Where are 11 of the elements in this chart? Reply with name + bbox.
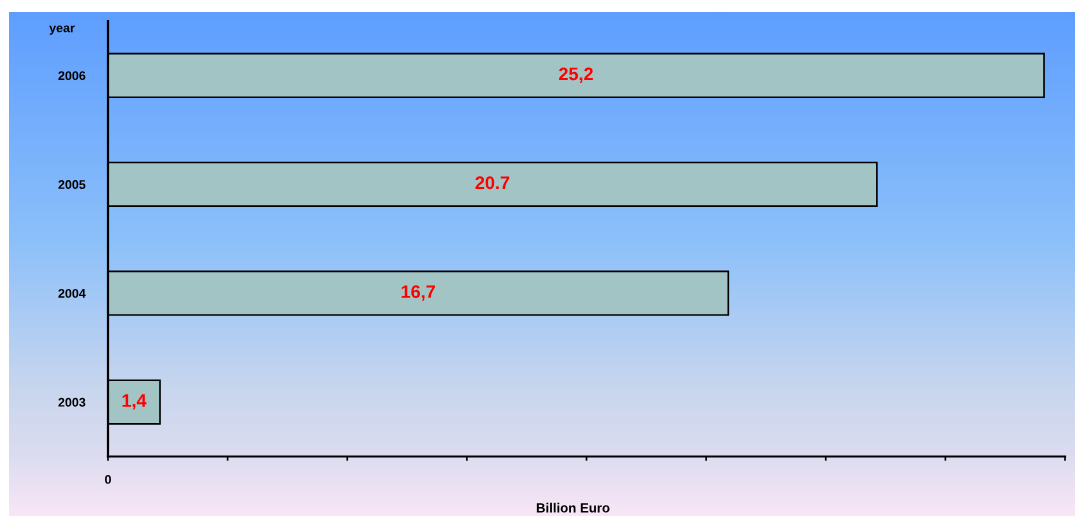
y-axis-title: year — [49, 25, 75, 35]
y-tick-label: 2006 — [58, 71, 86, 81]
data-label: 1,4 — [122, 394, 147, 410]
data-label: 16,7 — [401, 285, 435, 301]
text: 0 — [105, 475, 111, 484]
y-tick-label: 2005 — [58, 180, 86, 189]
data-label: 20.7 — [475, 176, 510, 190]
x-axis-title: Billion Euro — [536, 502, 610, 513]
y-tick-label: 2004 — [58, 288, 86, 298]
y-tick-label: 2003 — [58, 397, 86, 407]
data-label: 25,2 — [559, 67, 593, 83]
